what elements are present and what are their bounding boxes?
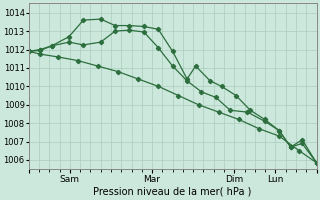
X-axis label: Pression niveau de la mer( hPa ): Pression niveau de la mer( hPa ) <box>93 187 252 197</box>
